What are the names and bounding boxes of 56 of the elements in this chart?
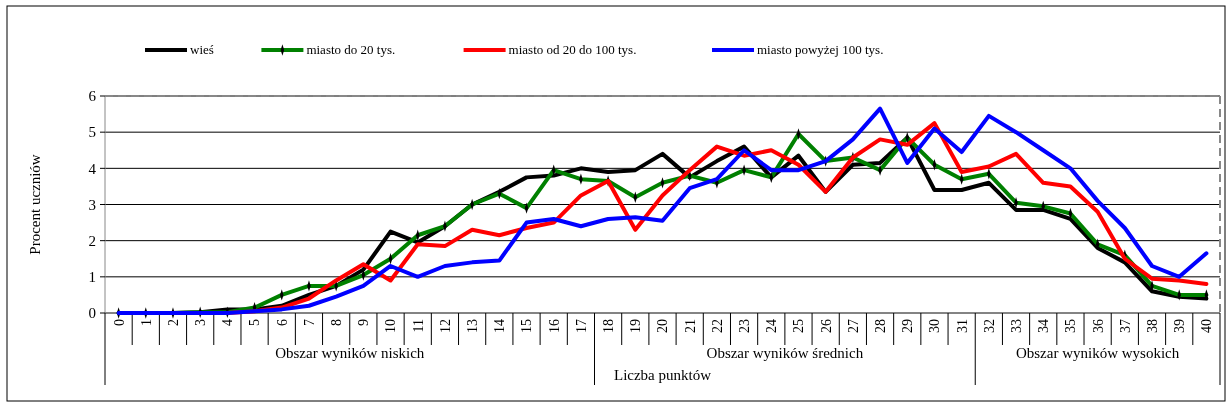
x-tick-label: 29 [900,319,916,333]
x-tick-label: 20 [655,319,671,333]
x-tick-label: 35 [1063,319,1079,333]
x-tick-label: 33 [1008,319,1024,333]
x-tick-label: 2 [165,319,181,326]
legend-label: wieś [190,42,214,57]
y-tick-label: 2 [88,232,96,249]
x-tick-label: 38 [1144,319,1160,333]
x-axis-title: Liczba punktów [613,367,712,383]
x-tick-label: 24 [764,319,780,333]
y-tick-label: 6 [88,88,97,105]
x-tick-label: 40 [1199,319,1215,333]
x-tick-label: 19 [628,319,644,333]
y-tick-label: 1 [88,269,96,286]
x-tick-label: 8 [329,319,345,326]
x-tick-label: 36 [1090,319,1106,333]
x-tick-label: 15 [519,319,535,333]
y-axis-title: Procent uczniów [27,154,43,255]
x-tick-label: 3 [193,319,209,326]
x-tick-label: 37 [1117,319,1133,333]
x-tick-label: 0 [111,319,127,326]
x-tick-label: 11 [410,319,426,333]
x-tick-label: 17 [573,319,589,333]
x-tick-label: 6 [274,319,290,326]
text: Obszar wyników średnich [706,345,864,361]
x-tick-label: 10 [383,319,399,333]
x-tick-label: 26 [818,319,834,333]
x-tick-label: 9 [356,319,372,326]
x-tick-label: 1 [138,319,154,326]
x-tick-label: 31 [954,319,970,333]
x-tick-label: 22 [709,319,725,333]
x-tick-label: 34 [1036,319,1052,333]
x-tick-label: 7 [301,319,317,326]
x-tick-label: 27 [845,319,861,333]
x-tick-label: 30 [927,319,943,333]
y-tick-label: 5 [88,124,96,141]
x-tick-label: 28 [872,319,888,333]
x-tick-label: 23 [736,319,752,333]
x-tick-label: 12 [437,319,453,333]
y-tick-label: 3 [88,196,96,213]
legend-label: miasto powyżej 100 tys. [757,42,884,57]
x-tick-label: 25 [791,319,807,333]
legend-label: miasto od 20 do 100 tys. [508,42,637,57]
y-tick-label: 4 [88,160,97,177]
x-tick-label: 16 [546,319,562,333]
x-tick-label: 18 [601,319,617,333]
x-tick-label: 21 [682,319,698,333]
x-tick-label: 13 [465,319,481,333]
legend-label: miasto do 20 tys. [306,42,396,57]
x-tick-label: 32 [981,319,997,333]
x-tick-label: 14 [492,319,508,333]
x-tick-label: 5 [247,319,263,326]
x-tick-label: 4 [220,319,236,326]
text: Obszar wyników wysokich [1015,345,1180,361]
x-tick-label: 39 [1172,319,1188,333]
text: Obszar wyników niskich [275,345,425,361]
